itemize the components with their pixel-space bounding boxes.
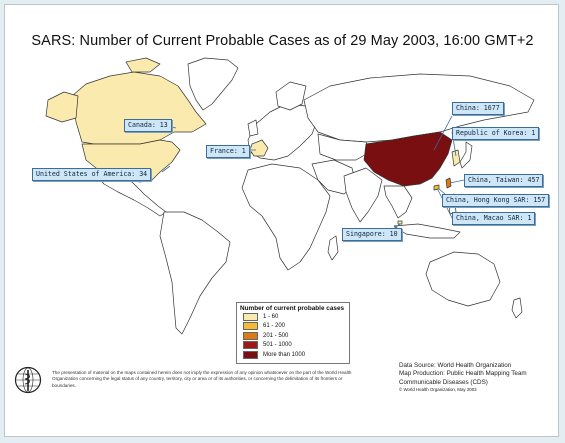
disclaimer-text: The presentation of material on the maps… (52, 370, 352, 388)
legend-item: 61 - 200 (237, 322, 349, 332)
legend-label: 501 - 1000 (263, 342, 292, 349)
legend: Number of current probable cases 1 - 60 … (236, 302, 350, 364)
legend-swatch (243, 331, 258, 340)
australia (425, 251, 501, 307)
callout-singapore: Singapore: 10 (342, 228, 402, 241)
legend-item: 201 - 500 (237, 331, 349, 341)
japan (459, 141, 473, 169)
china-region (363, 131, 453, 187)
uk (247, 119, 259, 137)
legend-title: Number of current probable cases (240, 305, 345, 312)
callout-macao: China, Macao SAR: 1 (452, 212, 536, 225)
legend-swatch (243, 312, 258, 321)
map-title: SARS: Number of Current Probable Cases a… (31, 33, 534, 49)
callout-taiwan: China, Taiwan: 457 (464, 174, 544, 187)
source-copyright: © World Health Organization, May 2003 (399, 387, 477, 393)
greenland (187, 57, 239, 111)
new-zealand (511, 297, 523, 319)
callout-korea: Republic of Korea: 1 (452, 127, 540, 140)
callout-hongkong: China, Hong Kong SAR: 157 (442, 194, 550, 207)
callout-usa: United States of America: 34 (32, 168, 152, 181)
indonesia (393, 223, 461, 239)
legend-item: More than 1000 (237, 350, 349, 360)
canada-region (71, 71, 207, 145)
africa (241, 163, 331, 271)
alaska-region (45, 91, 79, 123)
legend-swatch (243, 322, 258, 331)
legend-label: 201 - 500 (263, 332, 289, 339)
southeast-asia (383, 185, 413, 219)
hongkong-region (433, 184, 440, 191)
mexico-central-america (95, 173, 167, 217)
data-source-block: Data Source: World Health Organization M… (399, 362, 549, 394)
scandinavia (275, 81, 307, 111)
legend-label: 1 - 60 (263, 313, 279, 320)
arctic-islands (125, 57, 161, 73)
source-line-2: Map Production: Public Health Mapping Te… (399, 370, 527, 378)
singapore-region (397, 220, 403, 225)
source-line-1: Data Source: World Health Organization (399, 362, 512, 369)
legend-swatch (243, 341, 258, 350)
korea-region (451, 149, 461, 167)
who-emblem-icon (14, 366, 42, 394)
central-asia (317, 133, 371, 161)
legend-item: 501 - 1000 (237, 341, 349, 351)
south-america (159, 211, 231, 335)
india (343, 167, 383, 223)
legend-item: 1 - 60 (237, 312, 349, 322)
taiwan-region (445, 177, 452, 189)
legend-label: More than 1000 (263, 351, 306, 358)
callout-china: China: 1677 (452, 102, 504, 115)
callout-france: France: 1 (206, 145, 250, 158)
source-line-3: Communicable Diseases (CDS) (399, 378, 488, 386)
callout-canada: Canada: 13 (124, 119, 172, 132)
legend-swatch (243, 350, 258, 359)
madagascar (327, 235, 339, 261)
legend-label: 61 - 200 (263, 323, 286, 330)
